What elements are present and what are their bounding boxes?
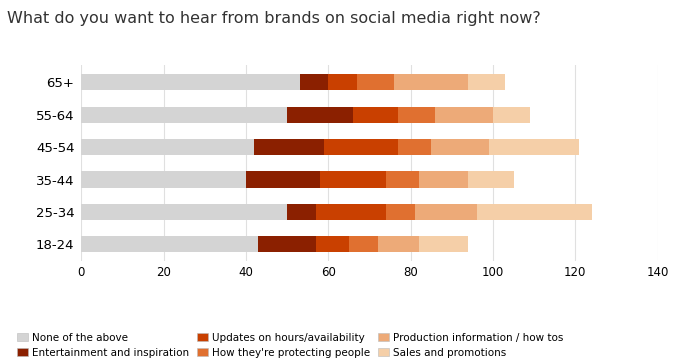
Bar (81, 204, 287, 220)
Bar (320, 171, 386, 188)
Bar (316, 204, 386, 220)
Bar (468, 74, 505, 90)
Bar (254, 139, 324, 155)
Bar (489, 139, 580, 155)
Bar (81, 74, 300, 90)
Bar (258, 236, 316, 252)
Bar (246, 171, 320, 188)
Bar (328, 74, 357, 90)
Bar (287, 107, 353, 123)
Bar (419, 236, 468, 252)
Bar (394, 74, 468, 90)
Bar (419, 171, 468, 188)
Bar (431, 139, 489, 155)
Bar (81, 171, 246, 188)
Bar (415, 204, 477, 220)
Bar (324, 139, 399, 155)
Bar (477, 204, 592, 220)
Bar (353, 107, 399, 123)
Legend: None of the above, Entertainment and inspiration, Updates on hours/availability,: None of the above, Entertainment and ins… (18, 333, 563, 358)
Bar (287, 204, 316, 220)
Bar (386, 204, 415, 220)
Bar (316, 236, 349, 252)
Bar (493, 107, 530, 123)
Bar (435, 107, 493, 123)
Bar (468, 171, 514, 188)
Bar (399, 107, 435, 123)
Bar (399, 139, 431, 155)
Bar (81, 107, 287, 123)
Bar (300, 74, 328, 90)
Text: What do you want to hear from brands on social media right now?: What do you want to hear from brands on … (7, 11, 540, 26)
Bar (357, 74, 394, 90)
Bar (81, 236, 258, 252)
Bar (81, 139, 254, 155)
Bar (386, 171, 419, 188)
Bar (349, 236, 378, 252)
Bar (378, 236, 419, 252)
